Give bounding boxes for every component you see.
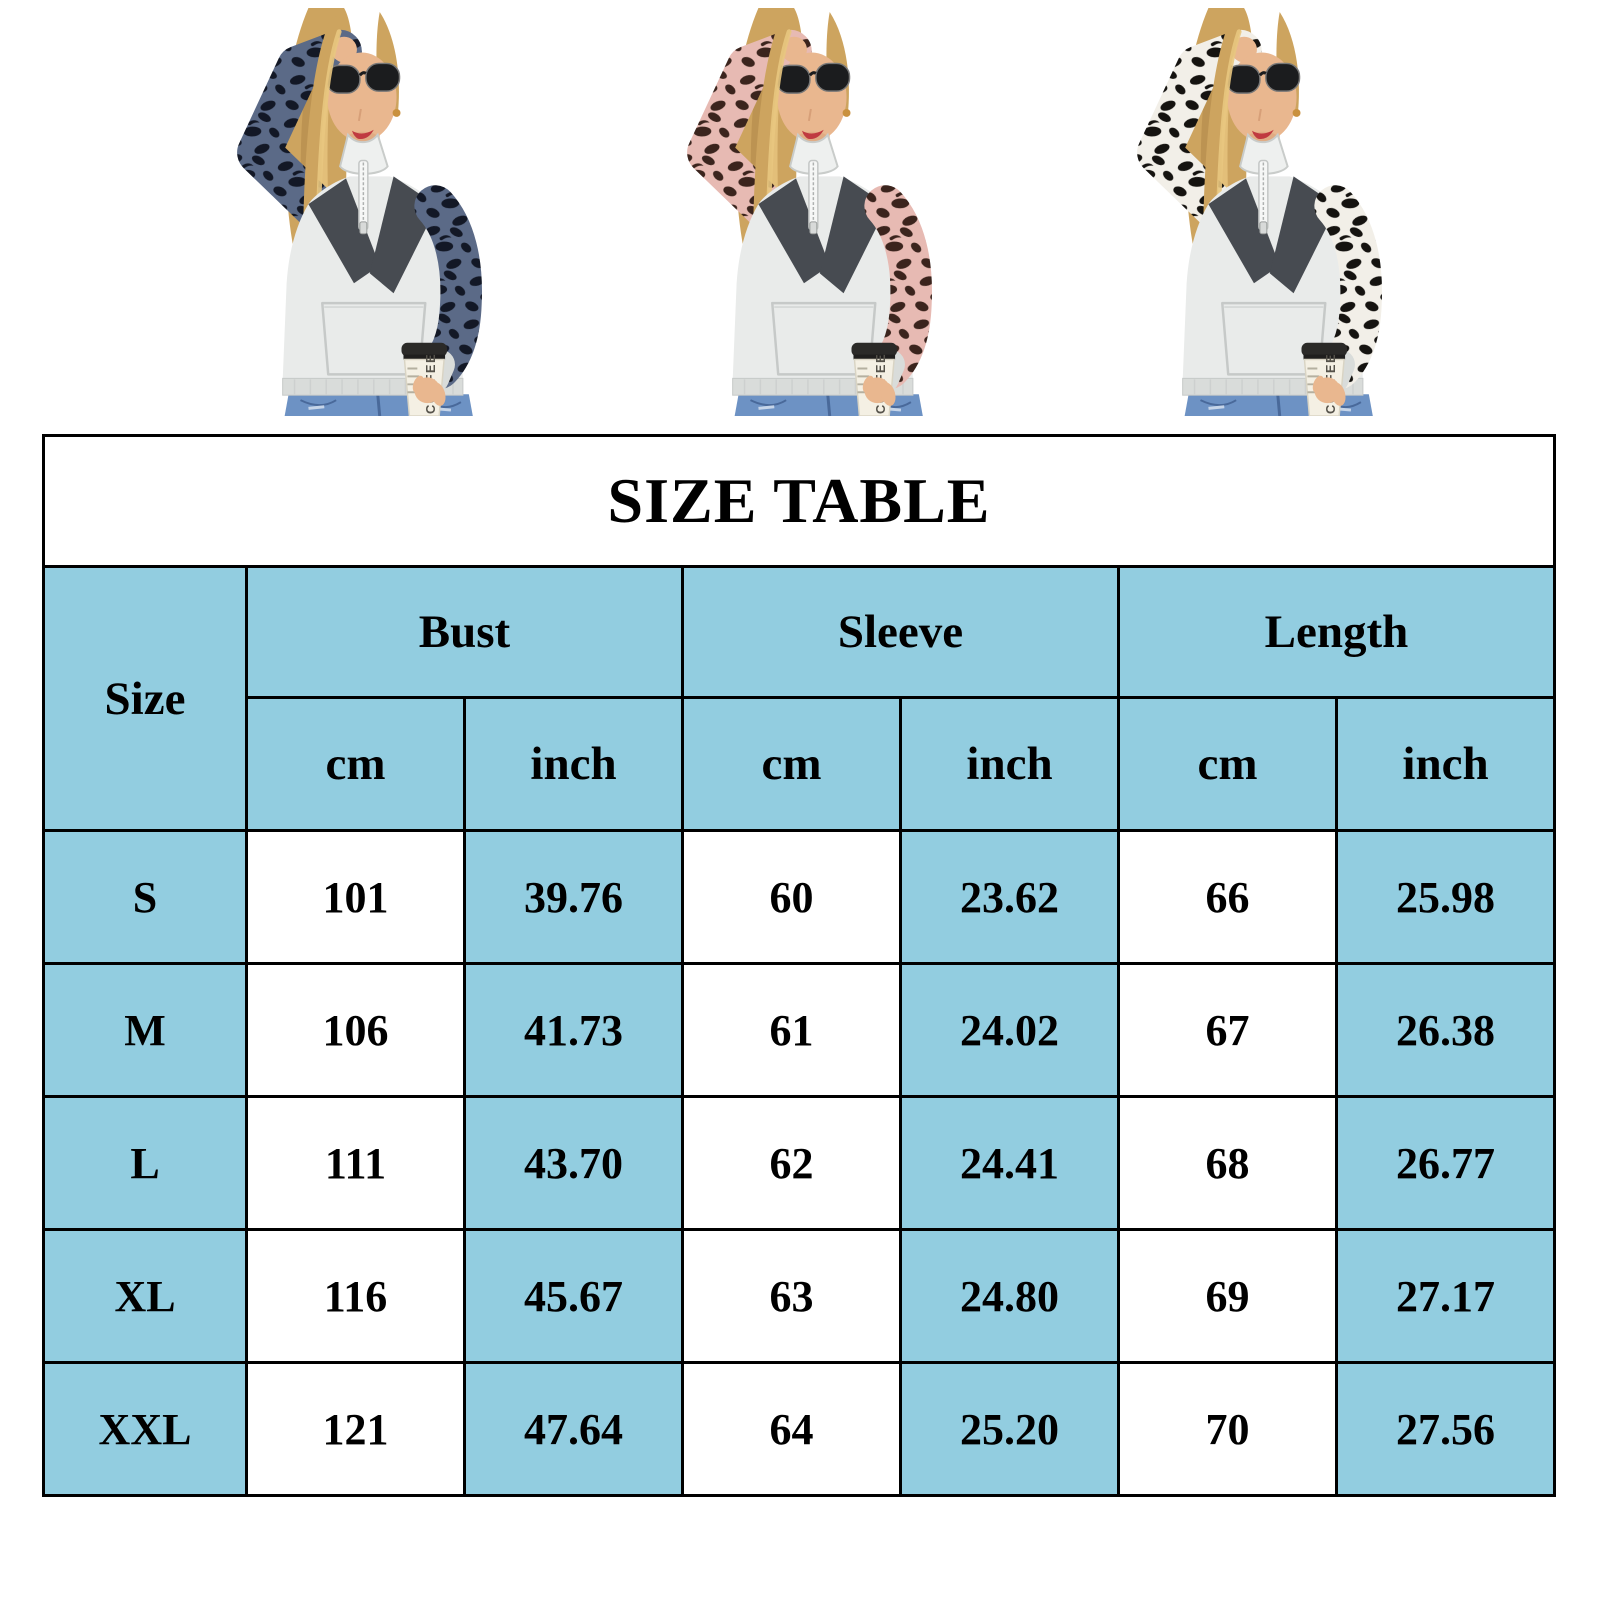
bust-inch-cell: 41.73 (463, 962, 684, 1098)
sleeve-cm-cell: 60 (681, 829, 902, 965)
sleeve-inch-cell: 25.20 (899, 1361, 1120, 1497)
unit-header-bust-inch: inch (463, 696, 684, 832)
size-cell: XXL (42, 1361, 248, 1497)
sleeve-inch-cell: 24.02 (899, 962, 1120, 1098)
length-cm-cell: 67 (1117, 962, 1338, 1098)
length-inch-cell: 27.56 (1335, 1361, 1556, 1497)
sleeve-cm-cell: 61 (681, 962, 902, 1098)
bust-inch-cell: 47.64 (463, 1361, 684, 1497)
sleeve-cm-cell: 64 (681, 1361, 902, 1497)
size-cell: XL (42, 1228, 248, 1364)
unit-header-bust-cm: cm (245, 696, 466, 832)
table-row-s: S 101 39.76 60 23.62 66 25.98 (42, 829, 1556, 965)
bust-inch-cell: 39.76 (463, 829, 684, 965)
length-cm-cell: 68 (1117, 1095, 1338, 1231)
bust-cm-cell: 116 (245, 1228, 466, 1364)
bust-cm-cell: 106 (245, 962, 466, 1098)
bust-inch-cell: 43.70 (463, 1095, 684, 1231)
group-header-length: Length (1117, 565, 1556, 699)
group-header-bust: Bust (245, 565, 684, 699)
length-cm-cell: 66 (1117, 829, 1338, 965)
product-photo-navy-leopard: COFFEE (140, 6, 560, 416)
size-header: Size (42, 565, 248, 832)
sweatshirt-model-illustration: COFFEE (1137, 7, 1383, 416)
length-inch-cell: 26.38 (1335, 962, 1556, 1098)
size-table-section: SIZE TABLE Size Bust Sleeve Length cm in… (42, 434, 1558, 1497)
table-row-m: M 106 41.73 61 24.02 67 26.38 (42, 962, 1556, 1098)
length-cm-cell: 70 (1117, 1361, 1338, 1497)
group-header-sleeve: Sleeve (681, 565, 1120, 699)
sleeve-inch-cell: 24.41 (899, 1095, 1120, 1231)
length-inch-cell: 26.77 (1335, 1095, 1556, 1231)
product-photo-white-leopard: COFFEE (1040, 6, 1460, 416)
size-table-title: SIZE TABLE (42, 434, 1556, 568)
length-cm-cell: 69 (1117, 1228, 1338, 1364)
length-inch-cell: 25.98 (1335, 829, 1556, 965)
sleeve-cm-cell: 62 (681, 1095, 902, 1231)
size-table: SIZE TABLE Size Bust Sleeve Length cm in… (42, 434, 1556, 1497)
length-inch-cell: 27.17 (1335, 1228, 1556, 1364)
product-photo-pink-leopard: COFFEE (590, 6, 1010, 416)
table-row-xxl: XXL 121 47.64 64 25.20 70 27.56 (42, 1361, 1556, 1497)
size-cell: S (42, 829, 248, 965)
unit-header-sleeve-cm: cm (681, 696, 902, 832)
table-row-l: L 111 43.70 62 24.41 68 26.77 (42, 1095, 1556, 1231)
sleeve-inch-cell: 23.62 (899, 829, 1120, 965)
product-photo-strip: COFFEE (0, 0, 1600, 420)
bust-inch-cell: 45.67 (463, 1228, 684, 1364)
sleeve-cm-cell: 63 (681, 1228, 902, 1364)
bust-cm-cell: 121 (245, 1361, 466, 1497)
unit-header-sleeve-inch: inch (899, 696, 1120, 832)
sleeve-inch-cell: 24.80 (899, 1228, 1120, 1364)
bust-cm-cell: 101 (245, 829, 466, 965)
size-cell: M (42, 962, 248, 1098)
bust-cm-cell: 111 (245, 1095, 466, 1231)
table-row-xl: XL 116 45.67 63 24.80 69 27.17 (42, 1228, 1556, 1364)
sweatshirt-model-illustration: COFFEE (687, 7, 933, 416)
sweatshirt-model-illustration: COFFEE (237, 7, 483, 416)
size-cell: L (42, 1095, 248, 1231)
unit-header-length-cm: cm (1117, 696, 1338, 832)
unit-header-length-inch: inch (1335, 696, 1556, 832)
